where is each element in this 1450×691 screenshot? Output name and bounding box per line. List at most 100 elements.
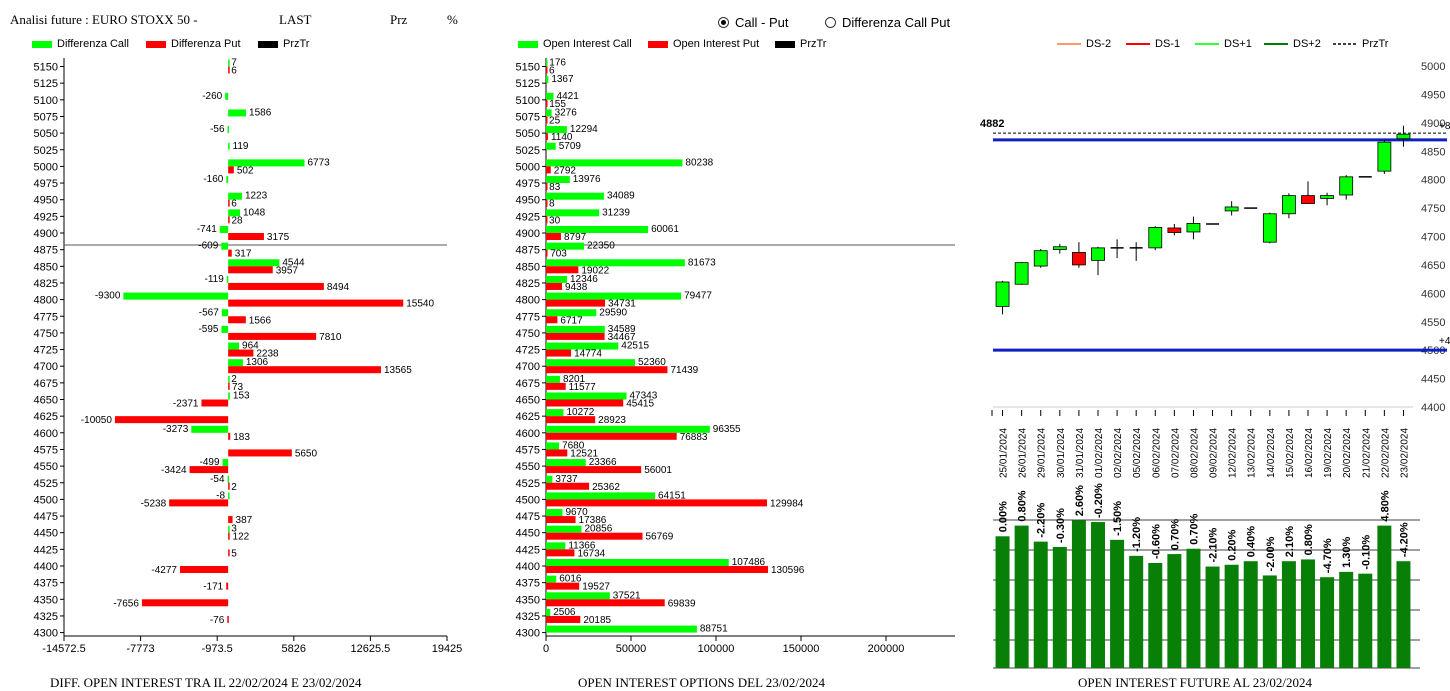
left-put-label: -76 (210, 615, 225, 626)
legend-swatch-diff-put (146, 40, 166, 48)
left-call-bar (191, 425, 229, 433)
left-put-label: -10050 (81, 415, 113, 426)
left-put-label: 1566 (249, 315, 272, 326)
mid-put-label: 6 (549, 66, 555, 77)
bottom-bar (1091, 522, 1105, 668)
mid-call-bar (546, 409, 564, 417)
mid-put-bar (546, 582, 580, 590)
legend-label-ds-2: DS-2 (1086, 38, 1112, 50)
mid-call-bar (546, 92, 554, 100)
bottom-bar-label: 0.80% (1303, 524, 1315, 555)
radio-diff-call-put[interactable]: Differenza Call Put (825, 15, 950, 30)
left-y-tick-label: 4775 (34, 311, 58, 323)
mid-y-tick-label: 4950 (516, 195, 540, 207)
mid-put-label: 20185 (583, 615, 611, 626)
left-x-tick-label: 19425 (432, 643, 463, 655)
mid-call-bar (546, 625, 697, 633)
bottom-bar-label: 2.10% (1284, 526, 1296, 557)
left-put-bar (228, 199, 230, 207)
left-put-bar (228, 382, 230, 390)
left-put-label: 3957 (276, 265, 299, 276)
left-call-label: -499 (200, 457, 220, 468)
mid-put-bar (546, 382, 566, 390)
bottom-bar-label: -2.00% (1265, 536, 1277, 571)
mid-call-bar (546, 142, 556, 150)
left-call-label: 3 (231, 524, 237, 535)
right-lower-note: +40 (1439, 336, 1450, 347)
prz-label: Prz (390, 12, 408, 27)
mid-call-bar (546, 425, 710, 433)
mid-call-label: 34089 (607, 191, 635, 202)
mid-call-label: 60061 (651, 224, 679, 235)
right-x-tick-label: 22/02/2024 (1380, 428, 1391, 478)
radio-dot-diff-call-put[interactable] (825, 17, 836, 28)
legend-label-ds-1: DS-1 (1155, 38, 1181, 50)
left-put-label: -4277 (151, 565, 177, 576)
left-call-label: 964 (242, 341, 259, 352)
legend-line-ds+1 (1195, 43, 1219, 45)
mid-y-tick-label: 4750 (516, 328, 540, 340)
right-x-tick-label: 12/02/2024 (1228, 428, 1239, 478)
left-call-label: -741 (197, 224, 217, 235)
mid-put-label: 25362 (592, 482, 620, 493)
mid-call-label: 64151 (658, 490, 686, 501)
legend-oi-call: Open Interest Call (518, 38, 632, 50)
mid-y-tick-label: 4775 (516, 311, 540, 323)
right-x-tick-label: 29/01/2024 (1037, 428, 1048, 478)
bottom-bar-label: -2.10% (1208, 527, 1220, 562)
left-call-bar (228, 359, 243, 367)
legend-line-ds-2 (1057, 43, 1081, 45)
bottom-bar (1301, 559, 1315, 668)
left-x-tick-label: -14572.5 (42, 643, 85, 655)
mid-put-bar (546, 116, 548, 124)
mid-call-label: 12294 (570, 124, 598, 135)
legend-oi-put: Open Interest Put (648, 38, 759, 50)
mid-call-bar (546, 575, 557, 583)
mid-put-bar (546, 449, 568, 457)
legend-diff-call: Differenza Call (32, 38, 129, 50)
mid-x-tick-label: 200000 (868, 643, 905, 655)
legend-swatch-prztr-mid (775, 40, 795, 48)
left-call-label: 153 (233, 391, 250, 402)
left-put-bar (228, 66, 230, 74)
mid-call-label: 31239 (602, 207, 630, 218)
mid-y-tick-label: 4325 (516, 611, 540, 623)
left-y-tick-label: 5025 (34, 145, 58, 157)
left-call-bar (228, 259, 280, 267)
left-call-bar (228, 525, 230, 533)
left-put-label: 2 (231, 482, 237, 493)
bottom-bar-label: 0.20% (1227, 529, 1239, 560)
left-call-label: -260 (202, 91, 222, 102)
right-x-tick-label: 23/02/2024 (1399, 428, 1410, 478)
mid-call-bar (546, 442, 560, 450)
right-x-tick-label: 02/02/2024 (1113, 428, 1124, 478)
left-call-bar (222, 459, 229, 467)
mid-call-bar (546, 375, 560, 383)
mid-put-label: 14774 (574, 349, 602, 360)
radio-call-put[interactable]: Call - Put (718, 15, 788, 30)
radio-dot-call-put[interactable] (718, 17, 729, 28)
mid-put-label: 16734 (577, 548, 605, 559)
left-put-bar (169, 499, 229, 507)
left-y-tick-label: 5075 (34, 111, 58, 123)
mid-put-bar (546, 615, 581, 623)
left-put-label: -7656 (113, 598, 139, 609)
mid-y-tick-label: 5125 (516, 78, 540, 90)
mid-put-label: 17386 (579, 515, 607, 526)
left-y-tick-label: 4325 (34, 611, 58, 623)
mid-call-label: 3737 (555, 474, 578, 485)
left-y-tick-label: 4900 (34, 228, 58, 240)
mid-call-label: 96355 (713, 424, 741, 435)
mid-call-bar (546, 492, 656, 500)
mid-call-bar (546, 559, 729, 566)
legend-label-diff-put: Differenza Put (171, 38, 241, 50)
left-x-tick-label: -7773 (127, 643, 155, 655)
mid-put-bar (546, 199, 548, 207)
bottom-bar (1205, 566, 1220, 668)
left-put-label: 3175 (267, 232, 290, 243)
legend-label-ds+2: DS+2 (1293, 38, 1321, 50)
mid-put-label: 76883 (680, 432, 708, 443)
left-put-label: 73 (232, 382, 244, 393)
legend-swatch-oi-put (648, 40, 668, 48)
